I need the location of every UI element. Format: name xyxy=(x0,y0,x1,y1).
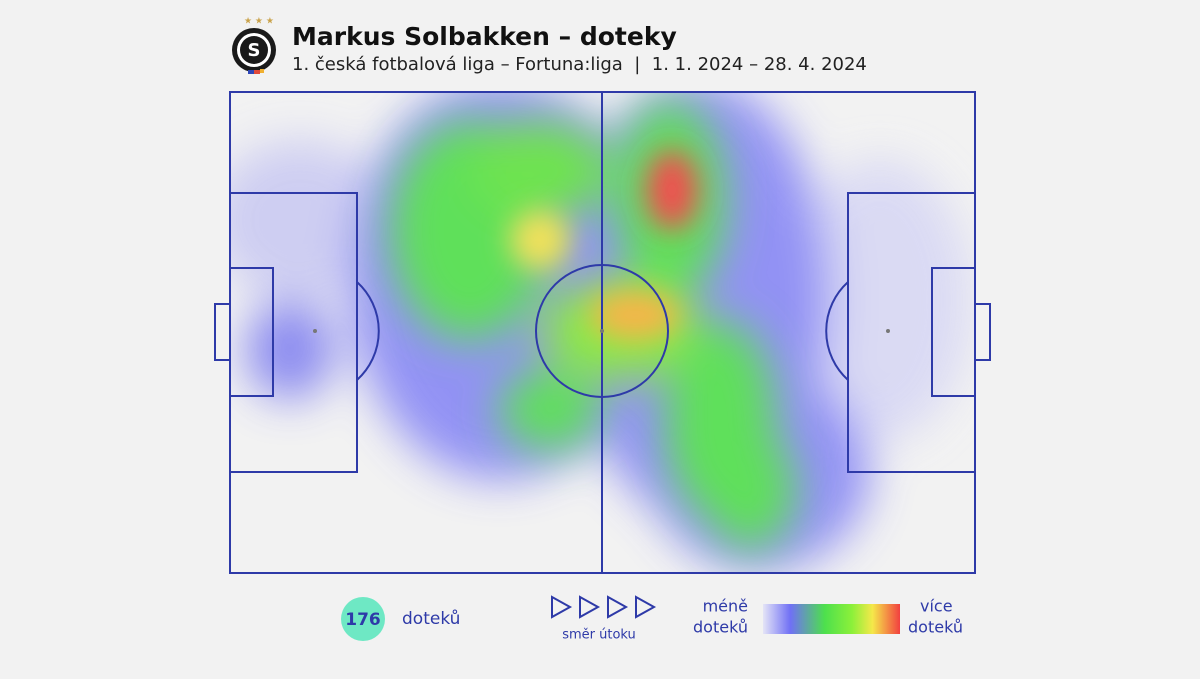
logo-letter: S xyxy=(248,40,261,61)
legend-low: doteků xyxy=(693,618,748,637)
logo: ★ ★ ★ S xyxy=(232,17,276,74)
direction-arrows xyxy=(551,595,657,619)
count: 176 xyxy=(345,610,381,630)
count-label: doteků xyxy=(402,609,460,629)
pitch xyxy=(214,91,991,574)
legend-high: více xyxy=(920,597,953,616)
title: Markus Solbakken – doteky xyxy=(292,22,677,51)
subtitle: 1. česká fotbalová liga – Fortuna:liga |… xyxy=(292,54,867,75)
legend-gradient xyxy=(763,604,900,634)
legend-high: doteků xyxy=(908,618,963,637)
stars: ★ ★ ★ xyxy=(244,17,274,27)
heatmap xyxy=(230,92,970,570)
direction-label: směr útoku xyxy=(562,628,636,643)
legend-low: méně xyxy=(703,597,748,616)
count-badge xyxy=(341,597,385,641)
